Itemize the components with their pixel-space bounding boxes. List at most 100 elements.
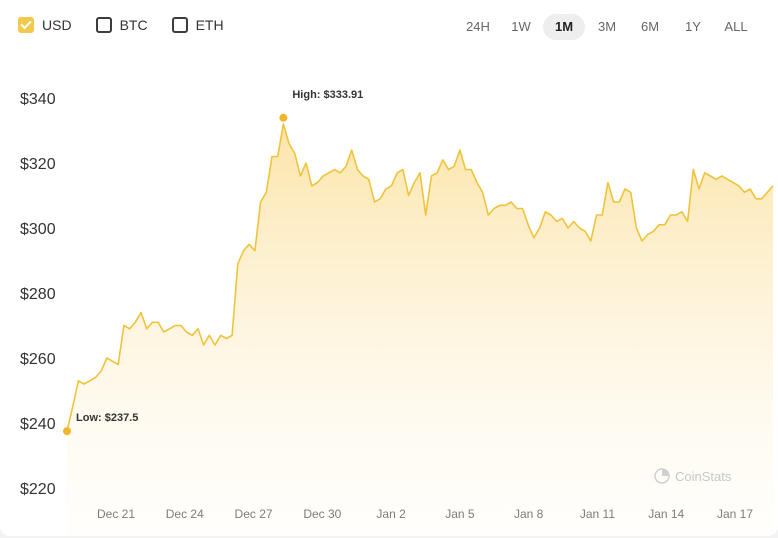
low-label: Low: $237.5 bbox=[76, 412, 138, 424]
data-point bbox=[561, 217, 563, 219]
data-point bbox=[567, 227, 569, 229]
data-point bbox=[761, 198, 763, 200]
data-point bbox=[157, 321, 159, 323]
data-point bbox=[220, 334, 222, 336]
data-point bbox=[322, 175, 324, 177]
low-marker bbox=[63, 427, 71, 436]
data-point bbox=[522, 208, 524, 210]
data-point bbox=[225, 338, 227, 340]
y-tick-label: $320 bbox=[20, 156, 56, 173]
data-point bbox=[356, 169, 358, 171]
data-point bbox=[106, 357, 108, 359]
currency-toggle-btc[interactable]: BTC bbox=[95, 17, 148, 33]
data-point bbox=[294, 152, 296, 154]
data-point bbox=[402, 169, 404, 171]
checkbox-icon[interactable] bbox=[18, 17, 34, 33]
data-point bbox=[675, 214, 677, 216]
data-point bbox=[282, 123, 284, 125]
data-point bbox=[584, 230, 586, 232]
y-axis: $340 $320 $300 $280 $260 $240 $220 bbox=[20, 91, 56, 498]
checkbox-icon[interactable] bbox=[95, 17, 112, 33]
range-tab-1y[interactable]: 1Y bbox=[685, 19, 701, 34]
data-point bbox=[613, 201, 615, 203]
data-point bbox=[305, 162, 307, 164]
annotations: High: $333.91 Low: $237.5 bbox=[63, 89, 363, 436]
data-point bbox=[396, 172, 398, 174]
data-point bbox=[83, 383, 85, 385]
data-point bbox=[112, 360, 114, 362]
data-point bbox=[738, 185, 740, 187]
range-tab-24h[interactable]: 24H bbox=[466, 19, 490, 34]
data-point bbox=[516, 208, 518, 210]
data-point bbox=[533, 237, 535, 239]
data-point bbox=[698, 188, 700, 190]
y-tick-label: $260 bbox=[20, 351, 56, 368]
data-point bbox=[260, 201, 262, 203]
data-point bbox=[436, 172, 438, 174]
data-point bbox=[652, 230, 654, 232]
data-point bbox=[465, 169, 467, 171]
range-tab-6m[interactable]: 6M bbox=[640, 19, 660, 34]
data-point bbox=[271, 156, 273, 158]
checkbox-icon[interactable] bbox=[171, 17, 188, 33]
y-tick-label: $300 bbox=[20, 221, 56, 238]
data-point bbox=[151, 321, 153, 323]
data-point bbox=[140, 312, 142, 314]
data-point bbox=[430, 175, 432, 177]
range-tab-3m[interactable]: 3M bbox=[597, 19, 617, 34]
data-point bbox=[208, 334, 210, 336]
price-line bbox=[66, 123, 774, 432]
watermark-text: CoinStats bbox=[675, 469, 732, 484]
data-point bbox=[556, 221, 558, 223]
data-point bbox=[351, 149, 353, 151]
data-point bbox=[123, 325, 125, 327]
data-point bbox=[692, 169, 694, 171]
currency-label: ETH bbox=[195, 17, 224, 33]
data-point bbox=[89, 380, 91, 382]
data-point bbox=[203, 344, 205, 346]
data-point bbox=[550, 214, 552, 216]
data-point bbox=[510, 201, 512, 203]
data-point bbox=[504, 204, 506, 206]
data-point bbox=[408, 195, 410, 197]
data-point bbox=[180, 325, 182, 327]
data-point bbox=[658, 224, 660, 226]
data-point bbox=[191, 334, 193, 336]
currency-toggles: USD BTC ETH bbox=[18, 17, 248, 33]
data-point bbox=[248, 243, 250, 245]
data-point bbox=[379, 198, 381, 200]
data-point bbox=[635, 227, 637, 229]
range-tab-1m[interactable]: 1M bbox=[543, 14, 585, 40]
data-point bbox=[254, 250, 256, 252]
data-point bbox=[732, 182, 734, 184]
currency-label: BTC bbox=[119, 17, 148, 33]
data-point bbox=[499, 204, 501, 206]
data-point bbox=[766, 191, 768, 193]
range-tab-all[interactable]: ALL bbox=[724, 19, 748, 34]
data-point bbox=[618, 201, 620, 203]
data-point bbox=[727, 178, 729, 180]
data-point bbox=[197, 328, 199, 330]
data-point bbox=[590, 240, 592, 242]
data-point bbox=[544, 211, 546, 213]
data-point bbox=[413, 182, 415, 184]
data-point bbox=[670, 214, 672, 216]
range-tab-1w[interactable]: 1W bbox=[511, 19, 531, 34]
data-point bbox=[328, 172, 330, 174]
data-point bbox=[95, 377, 97, 379]
data-point bbox=[482, 191, 484, 193]
data-point bbox=[100, 370, 102, 372]
currency-toggle-eth[interactable]: ETH bbox=[171, 17, 224, 33]
data-point bbox=[419, 172, 421, 174]
currency-toggle-usd[interactable]: USD bbox=[18, 17, 72, 33]
currency-label: USD bbox=[42, 17, 72, 33]
data-point bbox=[146, 328, 148, 330]
data-point bbox=[715, 178, 717, 180]
data-point bbox=[596, 214, 598, 216]
data-point bbox=[601, 214, 603, 216]
y-tick-label: $240 bbox=[20, 416, 56, 433]
data-point bbox=[755, 198, 757, 200]
data-point bbox=[527, 224, 529, 226]
